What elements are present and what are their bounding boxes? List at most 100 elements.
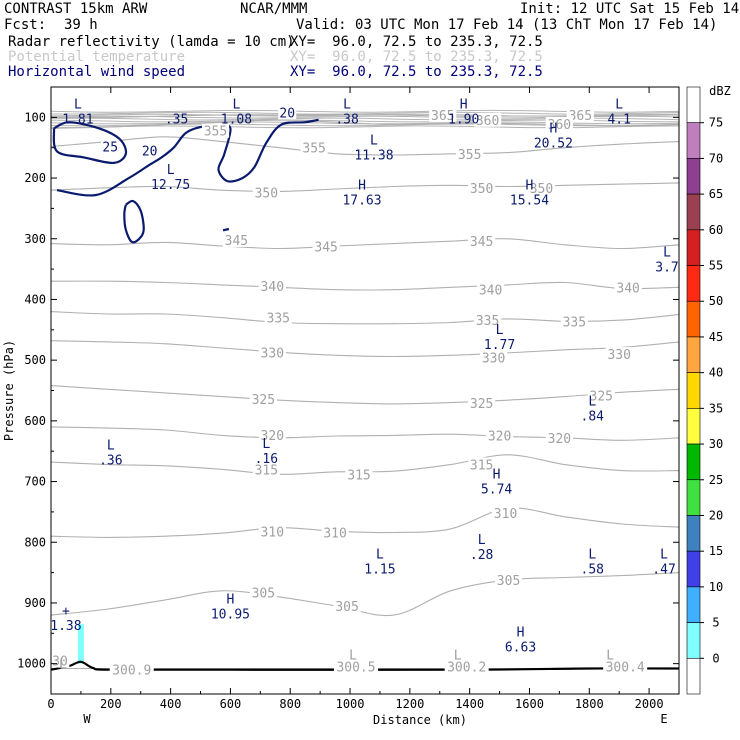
colorbar-level-label: 10 [709,580,723,594]
field-name-wind: Horizontal wind speed [8,64,186,80]
theta-label: 330 [482,352,505,367]
reflectivity-patch [77,624,84,664]
theta-label: 345 [470,235,493,250]
theta-label-bg [345,467,373,482]
theta-label-bg [334,659,379,674]
y-tick-label: 400 [24,292,46,306]
colorbar-level-label: 0 [712,651,719,665]
theta-label: 340 [616,281,639,296]
colorbar-swatch [686,550,701,588]
theta-label: 320 [261,429,284,444]
theta-label: 340 [261,280,284,295]
theta-extremum: L [606,649,614,664]
terrain-line [50,660,680,671]
fcst-label: Fcst: [4,17,47,33]
theta-label: 325 [470,397,493,412]
colorbar-swatch [686,193,701,231]
wind-extremum-value: .58 [581,563,604,578]
theta-label-bg [479,350,508,365]
x-tick-label: 0 [47,697,54,711]
colorbar-swatch [686,300,701,338]
colorbar-level-label: 25 [709,473,723,487]
wind-contour-closed-2 [123,199,145,244]
theta-label-bg [587,388,615,403]
theta-label: 310 [494,507,517,522]
theta-label: 320 [488,429,511,444]
theta-label: 345 [314,241,337,256]
theta-label-bg [545,117,573,132]
y-tick-label: 900 [24,596,46,610]
colorbar-level-label: 45 [709,330,723,344]
x-tick-label: 1600 [515,697,544,711]
theta-label: 300.5 [336,661,375,676]
wind-label: 20 [142,145,158,160]
theta-label: 355 [302,142,325,157]
theta-label-bg [491,506,520,521]
wind-extremum-value: .36 [99,453,122,468]
wind-extremum-kind: L [167,163,175,178]
theta-label-bg [444,659,489,674]
x-axis-title: Distance (km) [373,713,467,727]
x-tick-label: 800 [279,697,301,711]
wind-extremum-kind: L [107,438,115,453]
wind-extremum-kind: L [343,97,351,112]
theta-label-bg [468,457,496,472]
colorbar-level-label: 35 [709,401,723,415]
wind-label-bg [140,143,159,158]
colorbar-level-label: 60 [709,223,723,237]
theta-label: 30 [52,655,68,670]
theta-label: 315 [470,459,493,474]
theta-label-bg [474,313,502,328]
wind-extremum-kind: H [493,468,501,483]
theta-label-bg [468,234,496,249]
field-xy-reflectivity: XY= 96.0, 72.5 to 235.3, 72.5 [290,34,543,50]
theta-contour-345 [51,238,679,250]
wind-extremum-kind: L [74,97,82,112]
colorbar-swatch [686,336,701,373]
x-tick-label: 1200 [395,697,424,711]
wind-extremum-kind: H [526,179,534,194]
theta-label: 340 [479,284,502,299]
org-label: NCAR/MMM [240,1,308,17]
colorbar-swatch [686,443,701,481]
y-tick-label: 600 [24,414,46,428]
theta-label-bg [468,396,496,411]
x-tick-label: 600 [220,697,242,711]
theta-label-bg [527,180,556,195]
theta-label: 320 [548,432,571,447]
field-xy-wind: XY= 96.0, 72.5 to 235.3, 72.5 [290,64,543,80]
theta-label: 330 [261,346,284,361]
theta-label: 300.2 [447,661,486,676]
theta-contour-330 [51,340,679,358]
theta-label: 355 [458,148,481,163]
fcst-hours: 39 h [64,17,98,33]
colorbar-swatch [686,586,701,623]
theta-label-bg [201,123,230,138]
y-tick-label: 1000 [17,657,46,671]
wind-extremum-value: .84 [581,410,605,425]
x-end-label-east: E [660,712,667,726]
wind-label: 25 [102,140,118,155]
wind-extremum-kind: L [496,323,504,338]
theta-label-bg [300,140,328,155]
x-tick-label: 2000 [635,697,664,711]
theta-label: 305 [252,587,275,602]
theta-label: 315 [347,468,370,483]
x-end-label-west: W [83,712,91,726]
colorbar-level-label: 15 [709,544,723,558]
theta-label-bg [456,146,484,161]
theta-label-bg [468,180,496,195]
x-tick-label: 1400 [455,697,484,711]
wind-extremum-kind: H [549,122,557,137]
theta-label-bg [560,314,588,329]
theta-label: 360 [476,114,499,129]
theta-label: 325 [252,393,275,408]
theta-label-bg [603,659,648,674]
theta-label: 310 [323,527,346,542]
x-tick-label: 1800 [575,697,604,711]
wind-label: 20 [279,106,295,121]
wind-extremum-kind: L [588,395,596,410]
theta-label-bg [474,112,502,127]
init-time: Init: 12 UTC Sat 15 Feb 14 [520,1,740,17]
theta-label-bg [605,347,633,362]
